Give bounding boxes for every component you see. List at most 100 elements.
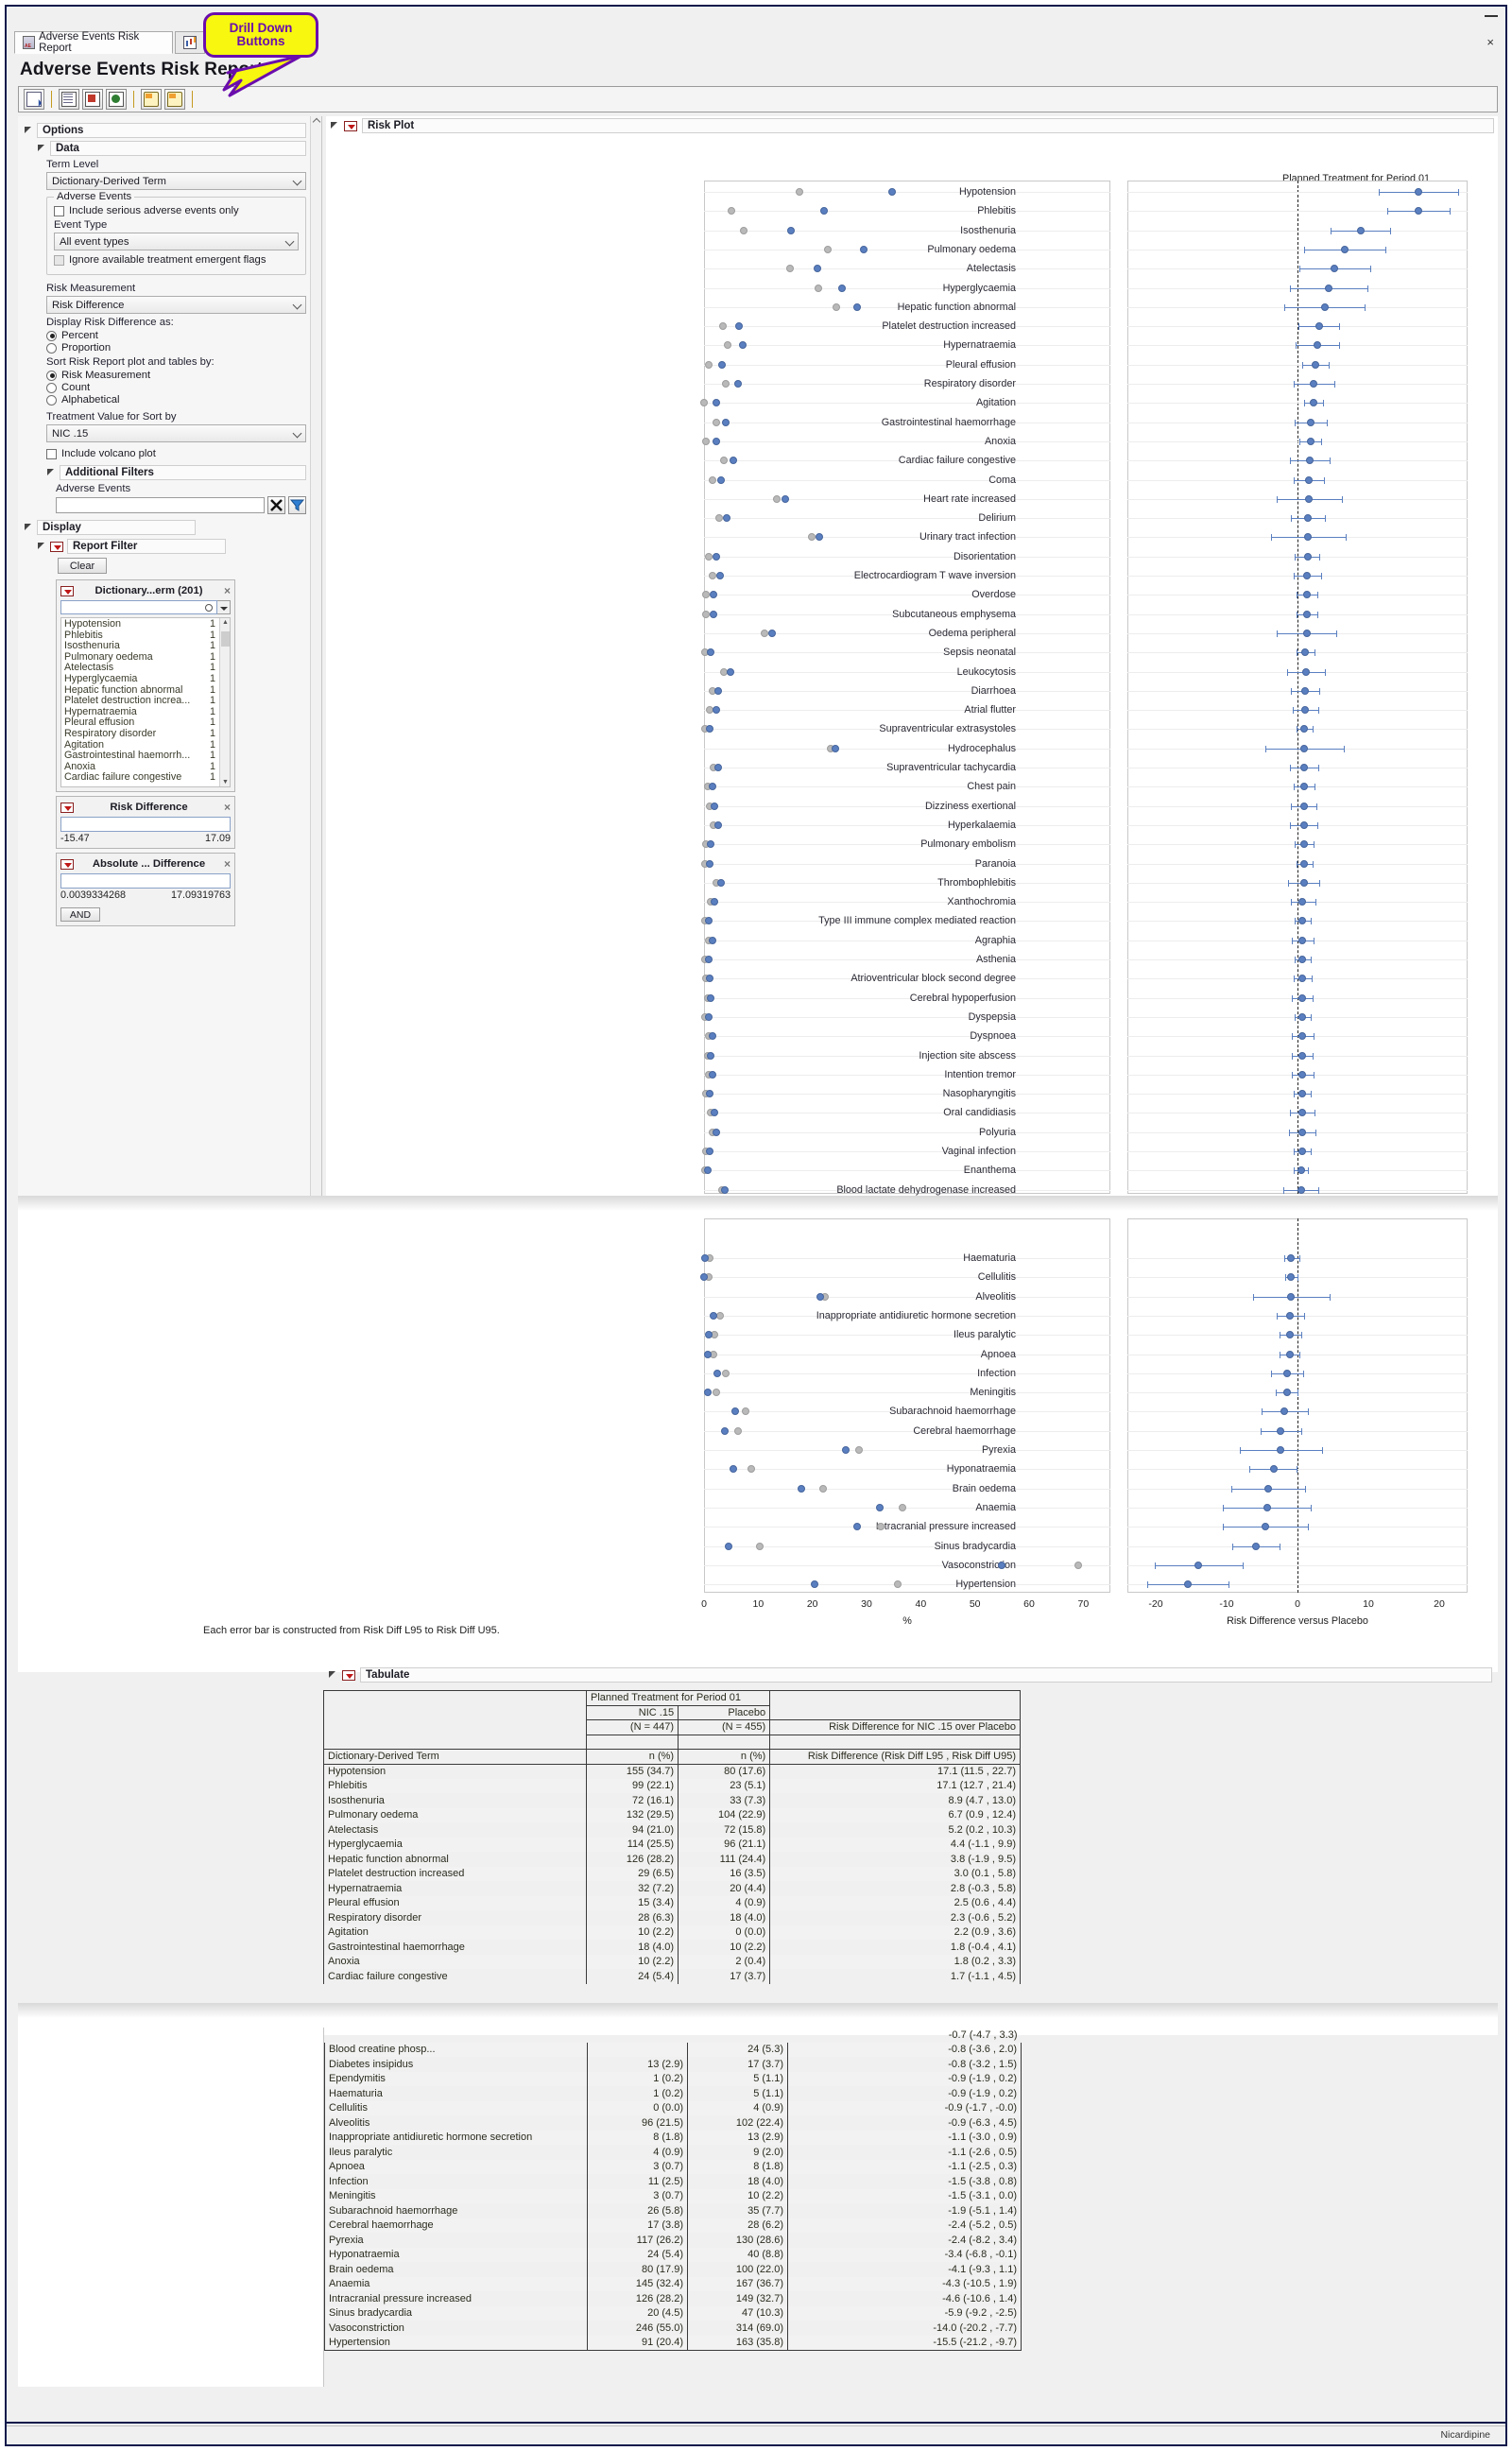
data-point-nic[interactable] [707,1051,715,1060]
scrollbar-thumb[interactable] [221,631,230,647]
risk-difference-point[interactable] [1298,956,1307,963]
event-type-select[interactable]: All event types [54,233,299,250]
risk-plot-menu-icon[interactable] [344,120,357,131]
minimize-button[interactable] [1485,14,1498,17]
table-row[interactable]: Hypernatraemia 32 (7.2) 20 (4.4) 2.8 (-0.3 … [323,1881,1021,1896]
risk-difference-point[interactable] [1304,533,1313,542]
list-item[interactable]: Agitation 1 [61,739,218,751]
risk-difference-point[interactable] [1299,744,1308,752]
data-point-nic[interactable] [739,341,747,350]
radio-sort-alphabetical-button[interactable] [46,394,57,406]
risk-difference-point[interactable] [1299,840,1308,849]
disclosure-triangle-icon[interactable] [37,144,46,153]
data-point-nic[interactable] [723,514,731,523]
data-point-nic[interactable] [704,1350,712,1358]
data-point-placebo[interactable] [700,399,708,407]
risk-difference-slider[interactable] [60,817,231,832]
data-point-nic[interactable] [710,591,718,599]
data-point-placebo[interactable] [756,1542,765,1550]
volcano-checkbox-row[interactable]: Include volcano plot [46,448,306,459]
close-icon[interactable]: × [223,801,231,814]
disclosure-triangle-icon[interactable] [37,542,46,551]
data-point-nic[interactable] [700,1273,708,1282]
data-point-nic[interactable] [816,1292,825,1301]
filter-dropdown-icon[interactable] [60,858,74,870]
risk-difference-point[interactable] [1297,1148,1306,1155]
subset-icon[interactable] [82,89,103,110]
data-point-nic[interactable] [707,648,715,657]
risk-difference-point[interactable] [1277,1426,1284,1435]
risk-measurement-select[interactable]: Risk Difference [46,296,306,314]
data-point-placebo[interactable] [819,1484,828,1493]
term-level-select[interactable]: Dictionary-Derived Term [46,172,306,190]
data-point-nic[interactable] [782,494,789,503]
data-point-nic[interactable] [724,1542,732,1550]
data-point-nic[interactable] [713,1369,722,1377]
table-row[interactable]: Apnoea 3 (0.7) 8 (1.8) -1.1 (-2.5 , 0.3) [324,2159,1022,2174]
risk-difference-point[interactable] [1325,284,1332,292]
disclosure-triangle-icon[interactable] [24,523,33,532]
table-row[interactable]: Intracranial pressure increased 126 (28.2… [324,2291,1022,2306]
data-point-placebo[interactable] [705,360,713,369]
data-point-placebo[interactable] [824,245,833,253]
risk-difference-point[interactable] [1415,188,1423,196]
table-row[interactable]: Anoxia 10 (2.2) 2 (0.4) 1.8 (0.2 , 3.3) [323,1954,1021,1969]
data-point-nic[interactable] [704,1166,712,1175]
risk-difference-point[interactable] [1302,629,1311,637]
table-row[interactable]: Brain oedema 80 (17.9) 100 (22.0) -4.1 (-9.… [324,2262,1022,2277]
risk-difference-point[interactable] [1287,1273,1296,1282]
list-item[interactable]: Pleural effusion 1 [61,717,218,729]
options-scrollbar[interactable] [310,116,321,1196]
scroll-down-icon[interactable]: ▼ [222,779,229,785]
table-row[interactable]: Infection 11 (2.5) 18 (4.0) -1.5 (-3.8 , 0.… [324,2174,1022,2189]
filter-dropdown-icon[interactable] [50,541,63,552]
table-row[interactable]: Hyponatraemia 24 (5.4) 40 (8.8) -3.4 (-6.8 … [324,2247,1022,2262]
close-icon[interactable]: × [223,857,231,871]
risk-difference-point[interactable] [1302,667,1310,676]
data-point-nic[interactable] [709,1070,717,1079]
data-point-nic[interactable] [727,667,735,676]
data-point-placebo[interactable] [807,533,816,542]
data-point-nic[interactable] [735,322,744,331]
radio-sort-alphabetical[interactable]: Alphabetical [46,394,306,406]
risk-difference-point[interactable] [1299,764,1308,771]
radio-sort-count-button[interactable] [46,382,57,393]
data-point-placebo[interactable] [708,572,716,579]
treatment-value-select[interactable]: NIC .15 [46,424,306,442]
tab-chart[interactable] [175,31,205,54]
clear-x-icon[interactable] [267,496,285,514]
risk-difference-point[interactable] [1299,783,1308,791]
data-point-nic[interactable] [729,457,737,465]
data-point-placebo[interactable] [702,610,711,618]
table-row[interactable]: Sinus bradycardia 20 (4.5) 47 (10.3) -5.9 (… [324,2305,1022,2321]
data-point-nic[interactable] [998,1561,1006,1569]
data-point-placebo[interactable] [720,457,729,465]
tab-adverse-events-risk-report[interactable]: Adverse Events Risk Report [14,31,173,54]
table-row[interactable]: Ileus paralytic 4 (0.9) 9 (2.0) -1.1 (-2.6 … [324,2145,1022,2160]
data-point-placebo[interactable] [894,1580,902,1589]
disclosure-triangle-icon[interactable] [330,121,339,130]
risk-difference-point[interactable] [1287,1292,1296,1301]
data-point-nic[interactable] [718,360,727,369]
risk-difference-point[interactable] [1309,399,1317,407]
and-button[interactable]: AND [60,907,100,922]
data-point-placebo[interactable] [705,552,713,561]
risk-difference-point[interactable] [1299,820,1308,829]
map-icon[interactable] [106,89,127,110]
risk-difference-point[interactable] [1297,1128,1306,1136]
absolute-difference-slider[interactable] [60,873,231,889]
risk-difference-point[interactable] [1298,917,1307,925]
risk-difference-point[interactable] [1285,1331,1294,1339]
data-point-nic[interactable] [712,552,720,561]
data-point-nic[interactable] [705,1012,713,1021]
data-point-nic[interactable] [787,226,796,234]
risk-difference-point[interactable] [1314,341,1321,350]
data-point-nic[interactable] [729,1465,737,1474]
risk-difference-point[interactable] [1280,1407,1288,1416]
data-point-nic[interactable] [706,975,714,983]
data-point-nic[interactable] [711,898,719,906]
close-icon[interactable]: × [223,584,231,597]
risk-difference-point[interactable] [1269,1465,1278,1474]
data-point-placebo[interactable] [899,1503,907,1511]
list-item[interactable]: Gastrointestinal haemorrh... 1 [61,751,218,762]
